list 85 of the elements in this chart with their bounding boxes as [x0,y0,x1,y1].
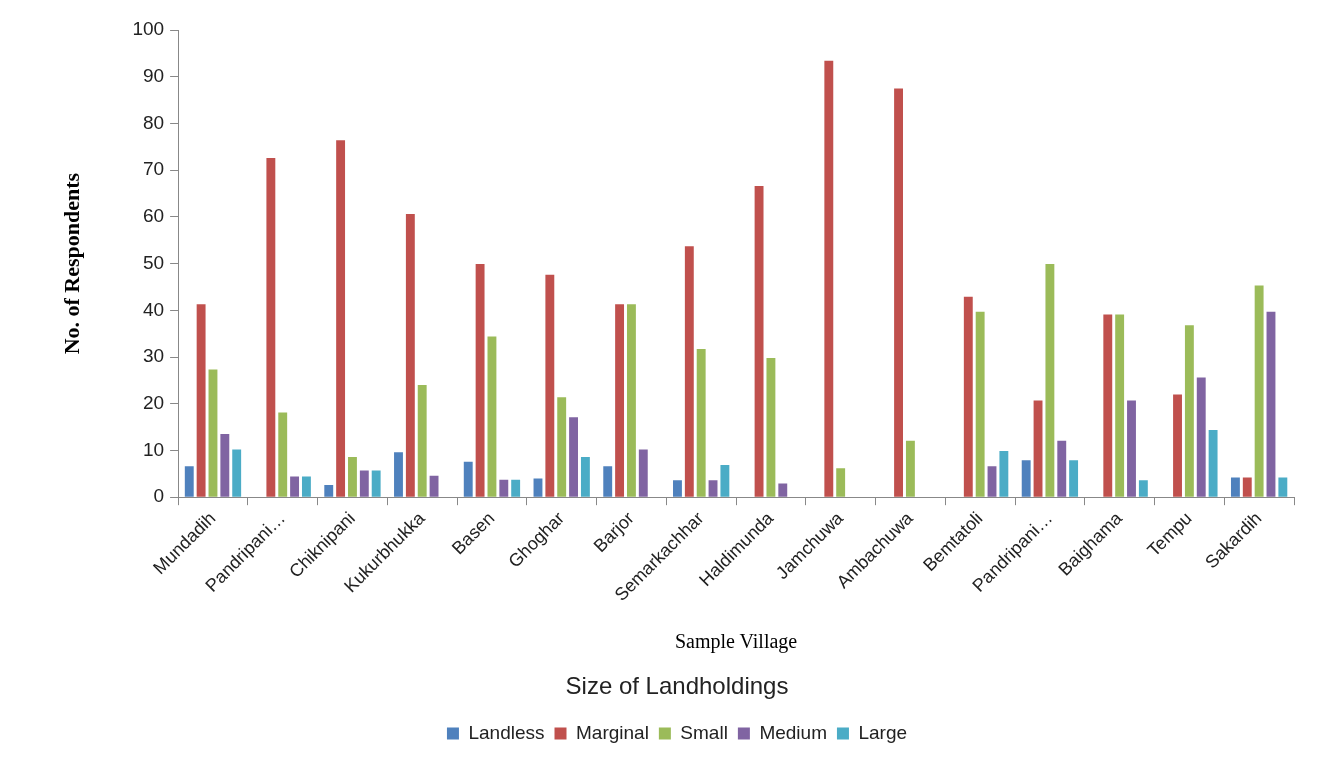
legend-label: Medium [759,721,827,743]
bar [603,466,613,497]
bar [684,246,694,497]
bar [278,412,288,497]
bar [208,369,218,497]
bar [987,466,997,497]
y-axis-title: No. of Respondents [58,172,84,355]
bar [1173,394,1182,497]
legend-label: Marginal [576,721,649,743]
bar [545,274,555,497]
bar [220,434,230,497]
bar [1184,325,1194,497]
bar [463,461,473,497]
bar [417,385,427,497]
y-tick-label: 0 [153,485,165,507]
bar [1115,314,1125,497]
bar [1278,477,1288,497]
bar [905,440,915,497]
y-tick-label: 10 [142,438,165,460]
bar [429,475,439,497]
bar [405,214,415,497]
y-tick-label: 90 [142,64,165,86]
legend-label: Large [858,721,908,743]
legend-label: Small [680,721,728,743]
bar [533,478,543,497]
bar [1266,311,1276,497]
bar [290,476,300,497]
bar [1033,400,1043,497]
bar [1127,400,1136,497]
bar [963,296,973,497]
bar [1242,477,1252,497]
bar [371,470,381,497]
bar [196,304,206,497]
legend-title: Size of Landholdings [565,671,789,699]
bar [1254,285,1264,497]
bar [359,470,369,497]
bar [626,304,636,497]
bar [232,449,242,497]
bar [754,186,764,497]
bar [1021,460,1031,497]
x-axis-title: Sample Village [674,630,798,654]
bar [778,483,788,497]
bar [1138,480,1148,497]
y-tick-label: 40 [142,298,165,320]
y-tick-label: 30 [142,345,165,367]
bar [511,479,521,497]
bar [266,158,276,497]
y-tick-label: 70 [142,158,165,180]
bar [184,466,194,497]
bar [1103,314,1113,497]
bar [336,140,346,497]
bar [975,311,985,497]
bar [394,452,403,497]
bar [999,450,1009,497]
bar [1196,377,1206,497]
bar [708,480,718,497]
y-tick-label: 60 [142,205,165,227]
bar [696,349,706,497]
bar [824,60,834,497]
bar [836,468,846,497]
y-tick-label: 80 [142,111,165,133]
bar [324,485,334,497]
bar [348,456,357,497]
bar [301,476,311,497]
bar [720,464,730,497]
y-tick-label: 20 [142,391,165,413]
bar [1069,460,1079,497]
bar [569,417,578,497]
bar [673,480,682,497]
bar [580,456,590,497]
bar [499,479,509,497]
bar [1045,264,1055,497]
bar [1230,477,1240,497]
bar [766,357,776,497]
y-tick-label: 50 [142,251,165,273]
bar [475,264,485,497]
legend-label: Landless [468,721,545,743]
bar [557,397,567,497]
bar [894,88,903,497]
bar [615,304,625,497]
bar [638,449,648,497]
bar [487,336,497,497]
y-tick-label: 100 [132,18,165,40]
bar [1208,429,1218,497]
bar [1057,440,1067,497]
